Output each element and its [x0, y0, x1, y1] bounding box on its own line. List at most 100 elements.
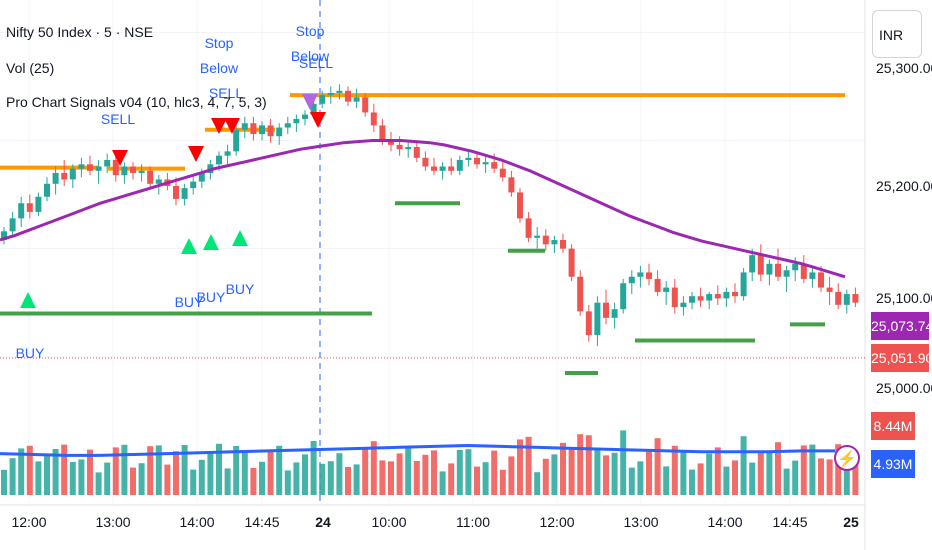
volume-bar-29: [250, 468, 257, 495]
time-label-1400: 14:00: [179, 514, 215, 530]
volume-bar-15: [130, 467, 136, 495]
volume-ma-tag: 4.93M: [871, 450, 915, 478]
candle-body-0: [1, 231, 7, 240]
candle-body-57: [491, 162, 498, 169]
volume-bar-22: [190, 469, 197, 495]
volume-bar-58: [499, 469, 506, 495]
volume-bar-60: [517, 439, 523, 495]
candle-body-97: [835, 291, 842, 305]
candle-body-66: [568, 248, 575, 277]
volume-bar-37: [319, 463, 326, 495]
volume-bar-39: [336, 453, 343, 495]
candle-body-71: [611, 309, 618, 318]
volume-bar-72: [620, 430, 627, 495]
candle-body-91: [783, 270, 790, 277]
candle-body-83: [714, 294, 721, 299]
candle-body-46: [396, 144, 403, 150]
indicator-legend[interactable]: Pro Chart Signals v04 (10, hlc3, 4, 7, 5…: [6, 94, 267, 110]
volume-bar-90: [775, 442, 781, 495]
volume-bar-48: [413, 461, 420, 495]
time-label-1300-b: 13:00: [623, 514, 659, 530]
candle-body-64: [551, 240, 558, 245]
volume-bar-21: [181, 445, 188, 495]
volume-bar-12: [104, 462, 111, 495]
buy-label-2: BUY: [197, 289, 226, 305]
candle-body-44: [379, 125, 386, 141]
volume-legend[interactable]: Vol (25): [6, 60, 55, 76]
candle-body-42: [362, 97, 369, 113]
volume-bar-28: [241, 450, 248, 495]
volume-bar-38: [327, 461, 334, 495]
candle-body-50: [431, 166, 437, 171]
candle-body-80: [689, 296, 695, 303]
volume-bar-45: [388, 461, 394, 495]
time-label-1300: 13:00: [95, 514, 131, 530]
volume-bar-44: [379, 460, 386, 495]
symbol-legend[interactable]: Nifty 50 Index · 5 · NSE: [6, 24, 154, 40]
candle-body-13: [112, 160, 119, 176]
candle-body-12: [104, 160, 111, 167]
candle-body-25: [216, 155, 222, 165]
volume-bar-4: [35, 461, 42, 495]
volume-bar-50: [431, 450, 437, 495]
volume-bar-14: [121, 444, 128, 495]
volume-bar-77: [663, 466, 670, 495]
volume-bar-52: [448, 463, 455, 495]
candle-body-75: [646, 272, 652, 279]
candle-body-7: [61, 172, 68, 180]
currency-button[interactable]: INR: [872, 10, 922, 58]
candle-body-76: [654, 278, 661, 292]
candle-body-56: [482, 162, 489, 165]
volume-bar-1: [9, 458, 16, 495]
volume-bar-18: [155, 445, 162, 495]
candle-body-6: [52, 172, 59, 184]
candle-body-99: [852, 294, 859, 303]
candle-body-67: [577, 276, 584, 312]
volume-bar-23: [198, 459, 205, 495]
volume-bar-81: [697, 463, 704, 495]
buy-marker-0: [20, 292, 36, 308]
volume-bar-35: [302, 454, 308, 495]
volume-bar-5: [44, 455, 50, 495]
volume-bar-92: [792, 460, 799, 495]
candle-body-89: [766, 263, 773, 275]
candle-body-8: [69, 168, 76, 180]
volume-bar-62: [534, 472, 541, 495]
below-label-0: Below: [200, 60, 239, 76]
volume-bar-54: [465, 449, 472, 495]
candle-body-55: [474, 157, 480, 165]
candle-body-38: [327, 92, 334, 96]
buy-marker-1: [181, 238, 197, 254]
candle-body-94: [809, 272, 816, 279]
price-label-25000: 25,000.00: [876, 380, 932, 396]
stop-label-1: Stop: [296, 23, 325, 39]
volume-bar-43: [370, 441, 377, 495]
volume-bar-57: [491, 450, 498, 495]
candle-body-22: [190, 181, 197, 189]
candle-body-45: [388, 140, 394, 145]
sell-marker-1: [188, 146, 204, 162]
candle-body-88: [757, 255, 764, 275]
candle-body-5: [44, 183, 50, 197]
volume-bar-67: [577, 434, 584, 495]
volume-bar-97: [835, 444, 842, 495]
candle-body-18: [155, 179, 162, 184]
candle-body-74: [637, 272, 644, 277]
volume-bar-47: [405, 447, 412, 495]
candle-body-70: [603, 302, 609, 318]
candle-body-51: [439, 166, 446, 171]
volume-bar-20: [173, 451, 179, 495]
volume-bar-88: [757, 452, 764, 495]
candle-body-72: [620, 283, 627, 310]
volume-bar-75: [646, 451, 652, 495]
volume-bar-71: [611, 452, 618, 495]
candle-body-81: [697, 296, 704, 301]
volume-bar-80: [689, 469, 695, 495]
lightning-icon[interactable]: ⚡: [834, 445, 860, 471]
ma-price-tag: 25,073.74: [871, 312, 932, 340]
volume-bar-40: [345, 467, 351, 495]
volume-bar-86: [740, 436, 747, 495]
volume-bar-78: [671, 445, 678, 495]
volume-bar-6: [52, 449, 59, 495]
